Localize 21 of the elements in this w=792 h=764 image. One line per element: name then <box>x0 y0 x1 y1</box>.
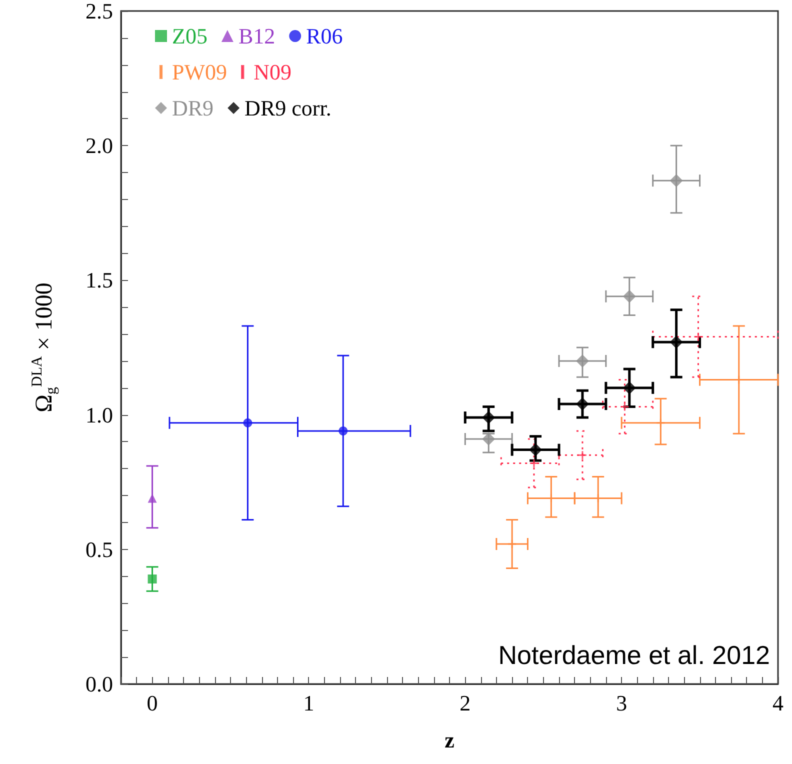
legend-label: PW09 <box>172 60 227 84</box>
y-axis-title: ΩgDLA × 1000 <box>30 282 60 412</box>
legend-label: DR9 <box>172 96 214 120</box>
legend-label: Z05 <box>172 24 208 48</box>
legend-label: B12 <box>238 24 276 48</box>
y-tick-label: 1.0 <box>86 402 113 428</box>
y-tick-label: 0.0 <box>86 672 113 696</box>
y-tick-label: 2.0 <box>86 133 113 158</box>
x-axis-title: z <box>444 728 455 752</box>
y-tick-label: 0.5 <box>86 536 113 562</box>
y-tick-label: 1.5 <box>86 268 113 293</box>
legend-label: N09 <box>254 60 292 84</box>
x-tick-label: 4 <box>772 690 784 716</box>
legend-label: R06 <box>306 24 343 48</box>
annotation: Noterdaeme et al. 2012 <box>498 640 770 670</box>
x-tick-label: 1 <box>303 690 314 716</box>
legend-label: DR9 corr. <box>244 96 332 120</box>
x-tick-label: 3 <box>616 690 628 716</box>
y-tick-label: 2.5 <box>86 0 113 24</box>
x-tick-label: 0 <box>146 690 158 716</box>
x-tick-label: 2 <box>460 690 471 716</box>
